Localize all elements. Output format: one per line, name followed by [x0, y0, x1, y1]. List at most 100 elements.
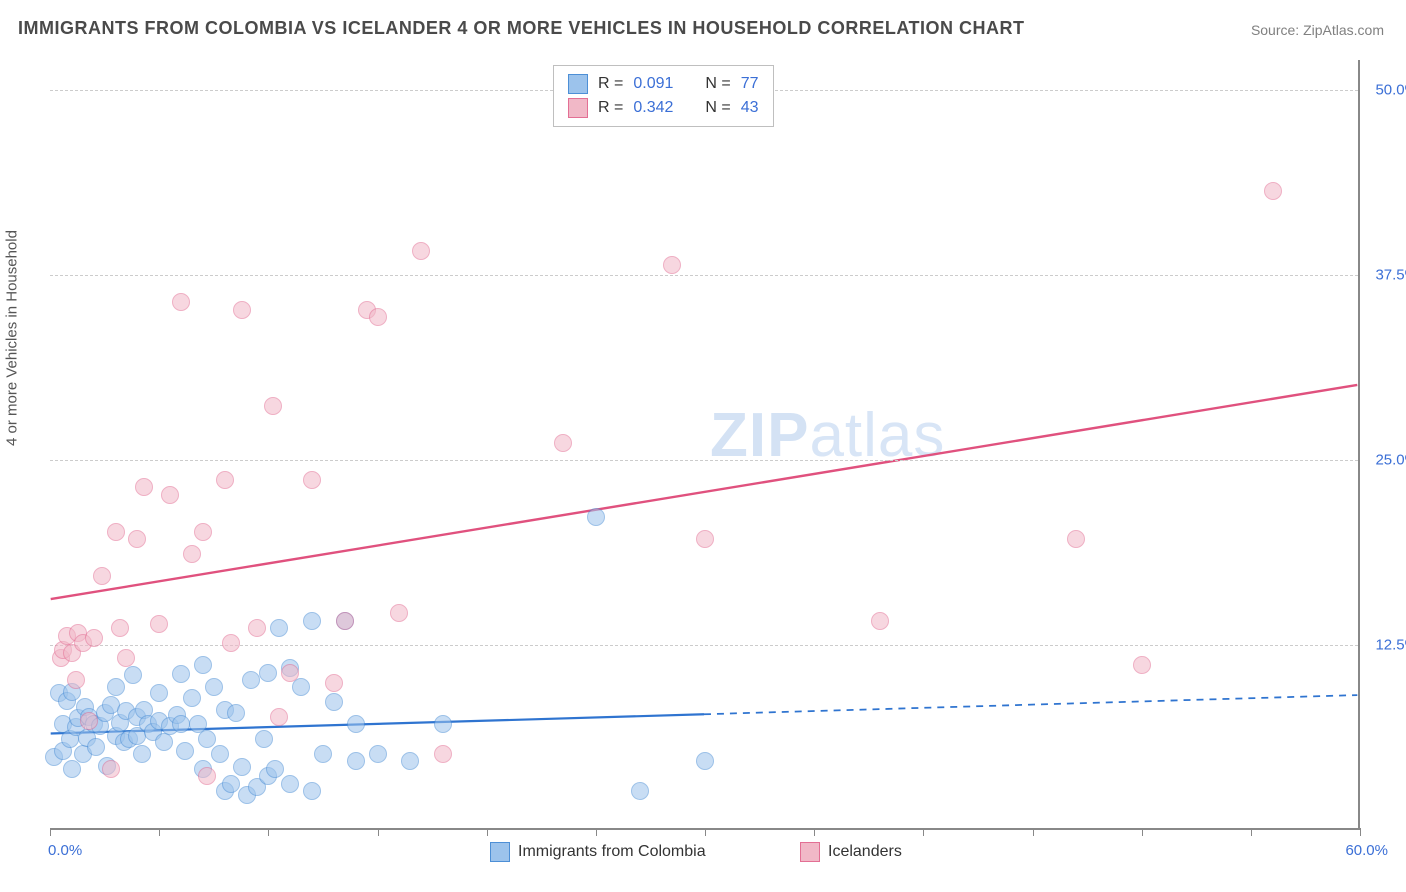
data-point-colombia [155, 733, 173, 751]
x-axis-max-label: 60.0% [1345, 842, 1388, 859]
stat-r-label: R = [598, 96, 623, 120]
data-point-colombia [194, 656, 212, 674]
data-point-icelanders [233, 301, 251, 319]
trendline-colombia-extrapolated [704, 695, 1357, 714]
x-tick [378, 828, 379, 836]
stat-r-value-icelanders: 0.342 [633, 96, 673, 120]
trend-lines [50, 60, 1358, 828]
data-point-icelanders [194, 523, 212, 541]
data-point-icelanders [222, 634, 240, 652]
data-point-colombia [369, 745, 387, 763]
x-tick [1033, 828, 1034, 836]
data-point-colombia [292, 678, 310, 696]
legend-swatch-colombia [490, 842, 510, 862]
data-point-icelanders [336, 612, 354, 630]
data-point-colombia [696, 752, 714, 770]
x-tick [1142, 828, 1143, 836]
correlation-stats-box: R =0.091N =77R =0.342N =43 [553, 65, 774, 127]
data-point-colombia [255, 730, 273, 748]
data-point-icelanders [128, 530, 146, 548]
data-point-colombia [266, 760, 284, 778]
data-point-icelanders [303, 471, 321, 489]
data-point-icelanders [871, 612, 889, 630]
data-point-icelanders [198, 767, 216, 785]
y-gridline [50, 645, 1358, 646]
data-point-icelanders [216, 471, 234, 489]
data-point-icelanders [85, 629, 103, 647]
data-point-colombia [150, 684, 168, 702]
data-point-colombia [434, 715, 452, 733]
data-point-colombia [347, 715, 365, 733]
data-point-icelanders [270, 708, 288, 726]
x-axis-min-label: 0.0% [48, 842, 82, 859]
stat-n-label: N = [705, 96, 730, 120]
stat-n-value-colombia: 77 [741, 72, 759, 96]
data-point-icelanders [369, 308, 387, 326]
legend-label-icelanders: Icelanders [828, 843, 902, 861]
data-point-colombia [259, 664, 277, 682]
data-point-colombia [587, 508, 605, 526]
chart-title: IMMIGRANTS FROM COLOMBIA VS ICELANDER 4 … [18, 18, 1025, 39]
stat-r-value-colombia: 0.091 [633, 72, 673, 96]
data-point-colombia [270, 619, 288, 637]
data-point-icelanders [663, 256, 681, 274]
y-gridline [50, 460, 1358, 461]
y-tick-label: 37.5% [1368, 266, 1406, 283]
stat-r-label: R = [598, 72, 623, 96]
data-point-colombia [107, 678, 125, 696]
x-tick [1251, 828, 1252, 836]
data-point-colombia [124, 666, 142, 684]
stats-swatch-icelanders [568, 98, 588, 118]
source-label: Source: [1251, 22, 1299, 38]
y-axis-title: 4 or more Vehicles in Household [4, 230, 21, 446]
x-tick [814, 828, 815, 836]
x-tick [705, 828, 706, 836]
stats-row-colombia: R =0.091N =77 [568, 72, 759, 96]
data-point-colombia [211, 745, 229, 763]
data-point-icelanders [412, 242, 430, 260]
x-tick [50, 828, 51, 836]
data-point-colombia [133, 745, 151, 763]
data-point-colombia [227, 704, 245, 722]
stats-swatch-colombia [568, 74, 588, 94]
x-tick [1360, 828, 1361, 836]
data-point-colombia [303, 782, 321, 800]
data-point-icelanders [93, 567, 111, 585]
data-point-colombia [87, 738, 105, 756]
stat-n-value-icelanders: 43 [741, 96, 759, 120]
data-point-colombia [303, 612, 321, 630]
data-point-icelanders [264, 397, 282, 415]
data-point-icelanders [554, 434, 572, 452]
data-point-icelanders [1133, 656, 1151, 674]
x-tick [268, 828, 269, 836]
data-point-icelanders [67, 671, 85, 689]
data-point-colombia [198, 730, 216, 748]
data-point-colombia [347, 752, 365, 770]
data-point-colombia [242, 671, 260, 689]
data-point-icelanders [281, 664, 299, 682]
data-point-colombia [183, 689, 201, 707]
data-point-icelanders [172, 293, 190, 311]
y-tick-label: 12.5% [1368, 636, 1406, 653]
x-tick [487, 828, 488, 836]
data-point-icelanders [434, 745, 452, 763]
x-tick [596, 828, 597, 836]
data-point-icelanders [1264, 182, 1282, 200]
data-point-icelanders [111, 619, 129, 637]
data-point-icelanders [183, 545, 201, 563]
plot-area: ZIPatlas 12.5%25.0%37.5%50.0% [50, 60, 1360, 830]
data-point-colombia [314, 745, 332, 763]
data-point-icelanders [150, 615, 168, 633]
data-point-icelanders [1067, 530, 1085, 548]
data-point-icelanders [248, 619, 266, 637]
legend-label-colombia: Immigrants from Colombia [518, 843, 706, 861]
y-gridline [50, 275, 1358, 276]
y-tick-label: 25.0% [1368, 451, 1406, 468]
data-point-icelanders [696, 530, 714, 548]
legend-icelanders: Icelanders [800, 842, 902, 862]
data-point-icelanders [161, 486, 179, 504]
data-point-colombia [401, 752, 419, 770]
source-value: ZipAtlas.com [1303, 22, 1384, 38]
data-point-colombia [222, 775, 240, 793]
y-tick-label: 50.0% [1368, 81, 1406, 98]
